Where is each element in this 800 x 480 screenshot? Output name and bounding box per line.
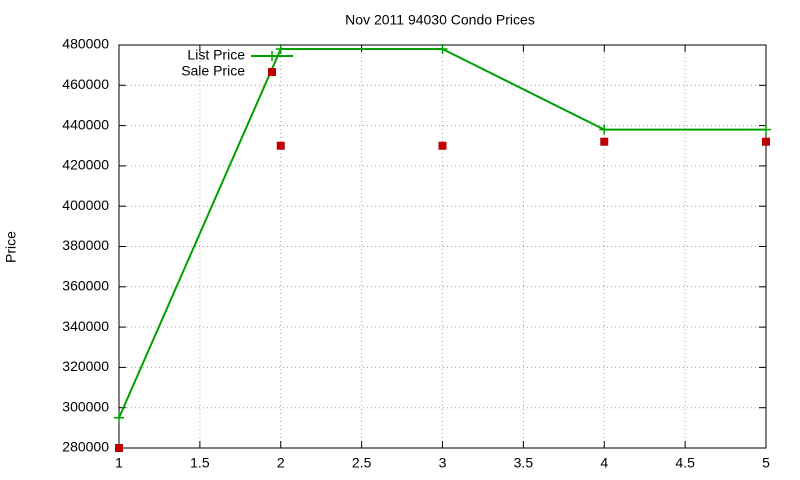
marker	[600, 137, 609, 146]
marker	[599, 124, 610, 135]
x-tick-label: 2.5	[352, 455, 372, 471]
y-tick-label: 420000	[62, 157, 109, 173]
marker	[275, 44, 286, 55]
y-tick-label: 440000	[62, 116, 109, 132]
marker	[114, 412, 124, 423]
y-tick-label: 400000	[62, 197, 109, 213]
marker	[276, 141, 285, 150]
marker	[438, 141, 447, 150]
x-tick-label: 3.5	[514, 455, 534, 471]
y-tick-label: 300000	[62, 398, 109, 414]
x-tick-label: 1	[115, 455, 123, 471]
legend-swatch	[268, 68, 276, 76]
y-tick-label: 480000	[62, 36, 109, 52]
legend-label: Sale Price	[181, 63, 245, 79]
x-tick-label: 4.5	[675, 455, 695, 471]
marker	[115, 444, 123, 452]
y-tick-label: 320000	[62, 358, 109, 374]
legend-label: List Price	[187, 47, 245, 63]
y-axis-label: Price	[3, 231, 19, 263]
marker	[437, 44, 448, 55]
legend-swatch	[267, 51, 277, 61]
x-tick-label: 5	[762, 455, 770, 471]
x-tick-label: 2	[277, 455, 285, 471]
x-tick-label: 1.5	[190, 455, 210, 471]
y-tick-label: 340000	[62, 318, 109, 334]
y-tick-label: 360000	[62, 278, 109, 294]
y-tick-label: 380000	[62, 237, 109, 253]
y-tick-label: 460000	[62, 76, 109, 92]
marker	[762, 137, 770, 146]
x-tick-label: 3	[439, 455, 447, 471]
chart-title: Nov 2011 94030 Condo Prices	[345, 12, 535, 28]
x-tick-label: 4	[600, 455, 608, 471]
y-tick-label: 280000	[62, 439, 109, 455]
marker	[761, 124, 771, 135]
